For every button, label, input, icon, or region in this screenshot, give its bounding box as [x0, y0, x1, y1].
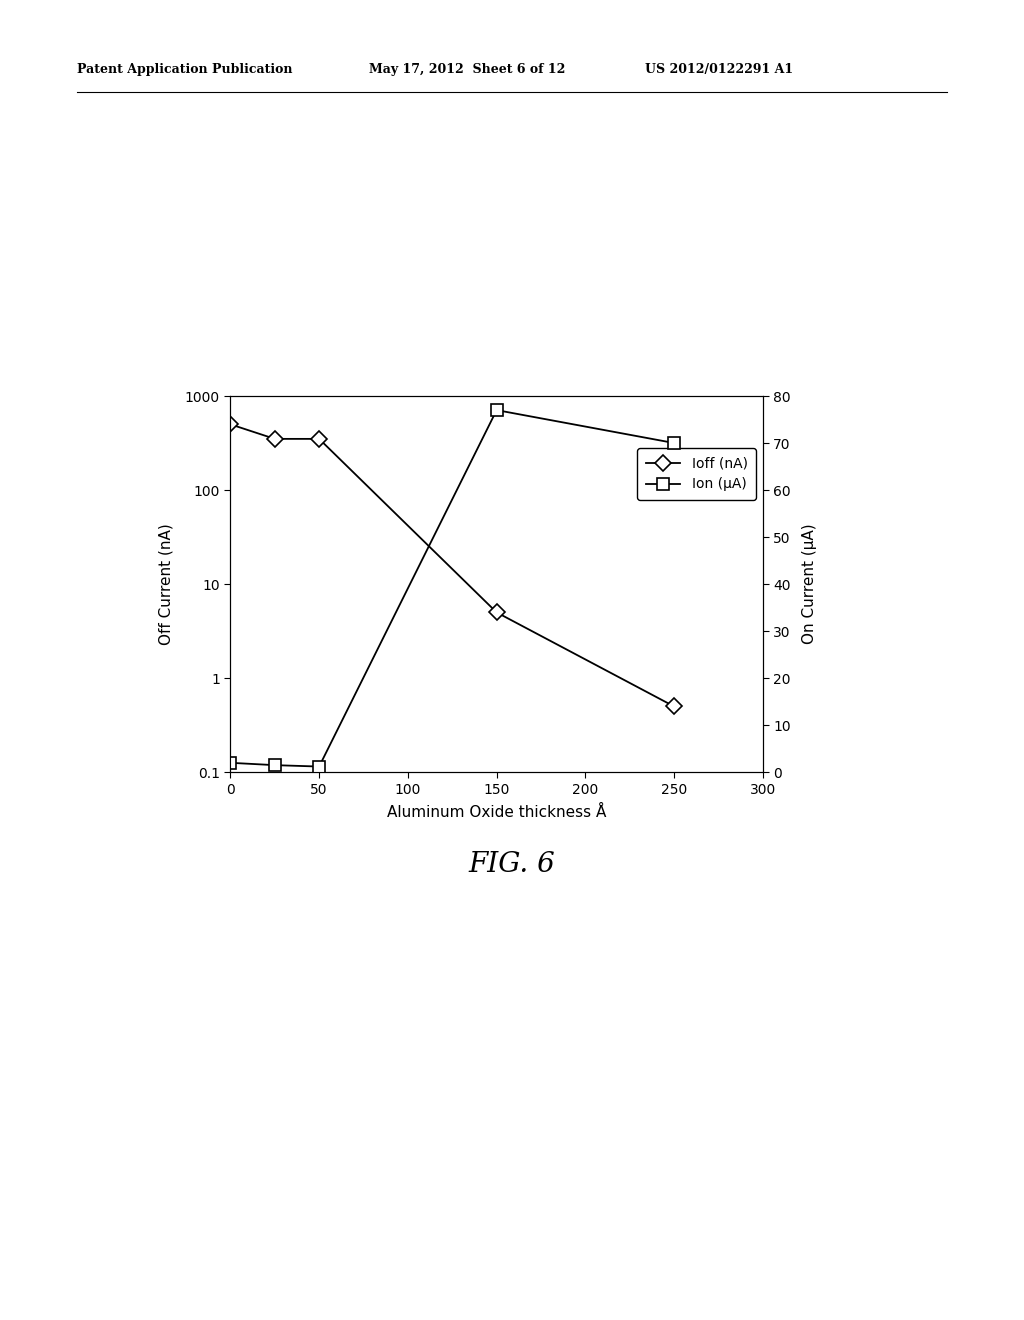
- Ion (μA): [313, 759, 326, 775]
- Line: Ioff (nA): Ioff (nA): [225, 418, 680, 711]
- Ion (μA): [224, 755, 237, 771]
- Ion (μA): [490, 403, 503, 418]
- Text: US 2012/0122291 A1: US 2012/0122291 A1: [645, 63, 794, 77]
- Ioff (nA): [668, 698, 680, 714]
- Ion (μA): [268, 758, 281, 774]
- Text: May 17, 2012  Sheet 6 of 12: May 17, 2012 Sheet 6 of 12: [369, 63, 565, 77]
- Ioff (nA): [313, 430, 326, 446]
- Ioff (nA): [224, 416, 237, 432]
- Ioff (nA): [268, 430, 281, 446]
- Y-axis label: Off Current (nA): Off Current (nA): [159, 523, 174, 645]
- Ioff (nA): [490, 605, 503, 620]
- Line: Ion (μA): Ion (μA): [225, 404, 680, 772]
- X-axis label: Aluminum Oxide thickness Å: Aluminum Oxide thickness Å: [387, 805, 606, 820]
- Text: FIG. 6: FIG. 6: [469, 851, 555, 878]
- Text: Patent Application Publication: Patent Application Publication: [77, 63, 292, 77]
- Y-axis label: On Current (μA): On Current (μA): [802, 524, 817, 644]
- Ion (μA): [668, 436, 680, 451]
- Legend: Ioff (nA), Ion (μA): Ioff (nA), Ion (μA): [637, 447, 756, 500]
